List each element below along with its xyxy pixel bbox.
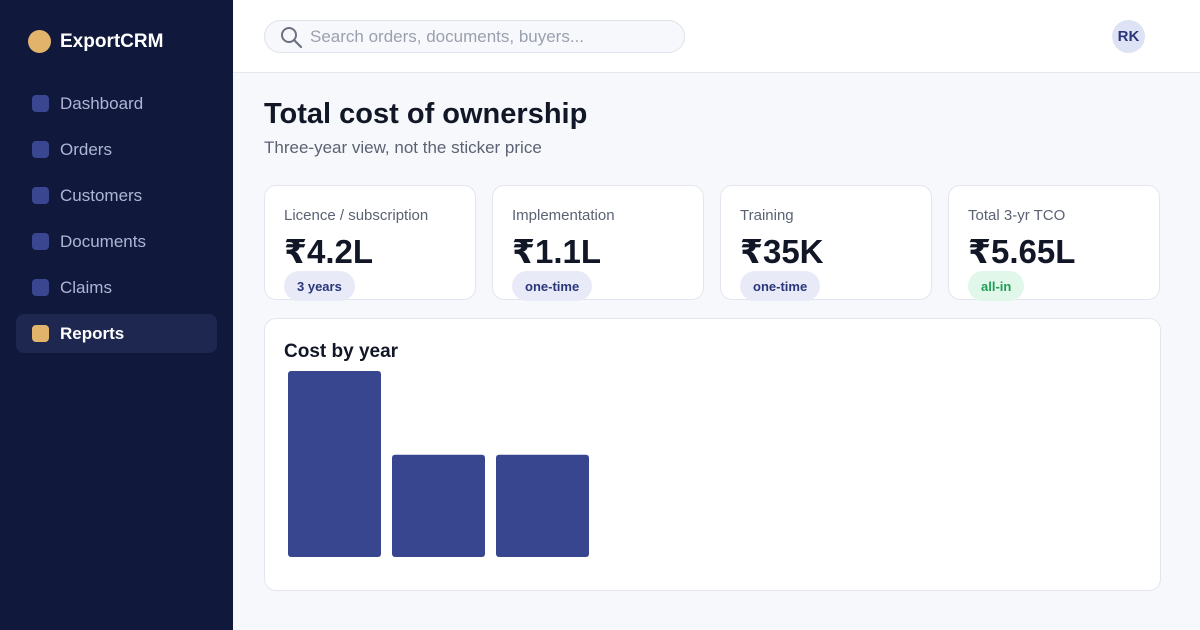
chart-bar-2[interactable] <box>392 454 485 557</box>
brand-name: ExportCRM <box>60 30 164 52</box>
kpi-card-total-tco: Total 3-yr TCO ₹5.65L all-in <box>948 185 1160 301</box>
brand-logo-icon <box>28 30 51 53</box>
kpi-label: Implementation <box>512 207 615 224</box>
reports-icon <box>32 325 49 342</box>
kpi-badge: one-time <box>512 271 593 301</box>
sidebar-item-label: Reports <box>60 323 125 343</box>
sidebar-item-label: Orders <box>60 139 112 159</box>
kpi-card-licence: Licence / subscription ₹4.2L 3 years <box>264 185 476 301</box>
kpi-value: ₹1.1L <box>512 233 601 270</box>
kpi-label: Licence / subscription <box>284 207 429 224</box>
user-avatar[interactable]: RK <box>1112 20 1145 53</box>
sidebar: ExportCRM Dashboard Orders Customers Doc… <box>0 0 233 630</box>
cost-by-year-chart-card: Cost by year <box>264 318 1161 591</box>
sidebar-item-documents[interactable]: Documents <box>16 222 217 261</box>
sidebar-item-claims[interactable]: Claims <box>16 268 217 307</box>
search-input[interactable] <box>310 26 670 47</box>
search-box[interactable] <box>264 20 685 53</box>
page-title: Total cost of ownership <box>264 98 588 130</box>
kpi-label: Training <box>740 207 794 224</box>
sidebar-item-label: Customers <box>60 185 143 205</box>
sidebar-item-label: Claims <box>60 277 112 297</box>
kpi-badge: all-in <box>968 271 1025 301</box>
sidebar-item-label: Documents <box>60 231 146 251</box>
brand[interactable]: ExportCRM <box>28 30 163 53</box>
cost-by-year-chart <box>288 371 589 557</box>
dashboard-icon <box>32 95 49 112</box>
top-bar: RK <box>233 0 1200 73</box>
sidebar-item-orders[interactable]: Orders <box>16 130 217 169</box>
kpi-value: ₹4.2L <box>284 233 373 270</box>
kpi-value: ₹35K <box>740 233 824 270</box>
customers-icon <box>32 187 49 204</box>
kpi-card-implementation: Implementation ₹1.1L one-time <box>492 185 704 301</box>
kpi-label: Total 3-yr TCO <box>968 207 1066 224</box>
sidebar-item-label: Dashboard <box>60 93 144 113</box>
page-subtitle: Three-year view, not the sticker price <box>264 138 542 157</box>
chart-title: Cost by year <box>284 341 399 362</box>
kpi-badge: one-time <box>740 271 821 301</box>
kpi-value: ₹5.65L <box>968 233 1076 270</box>
claims-icon <box>32 279 49 296</box>
chart-bar-3[interactable] <box>496 454 589 557</box>
sidebar-item-dashboard[interactable]: Dashboard <box>16 84 217 123</box>
chart-bar-1[interactable] <box>288 371 381 557</box>
search-icon <box>281 26 303 48</box>
sidebar-nav: Dashboard Orders Customers Documents Cla… <box>16 84 217 360</box>
kpi-card-training: Training ₹35K one-time <box>720 185 932 301</box>
kpi-badge: 3 years <box>284 271 355 301</box>
sidebar-item-customers[interactable]: Customers <box>16 176 217 215</box>
orders-icon <box>32 141 49 158</box>
sidebar-item-reports[interactable]: Reports <box>16 314 217 353</box>
documents-icon <box>32 233 49 250</box>
